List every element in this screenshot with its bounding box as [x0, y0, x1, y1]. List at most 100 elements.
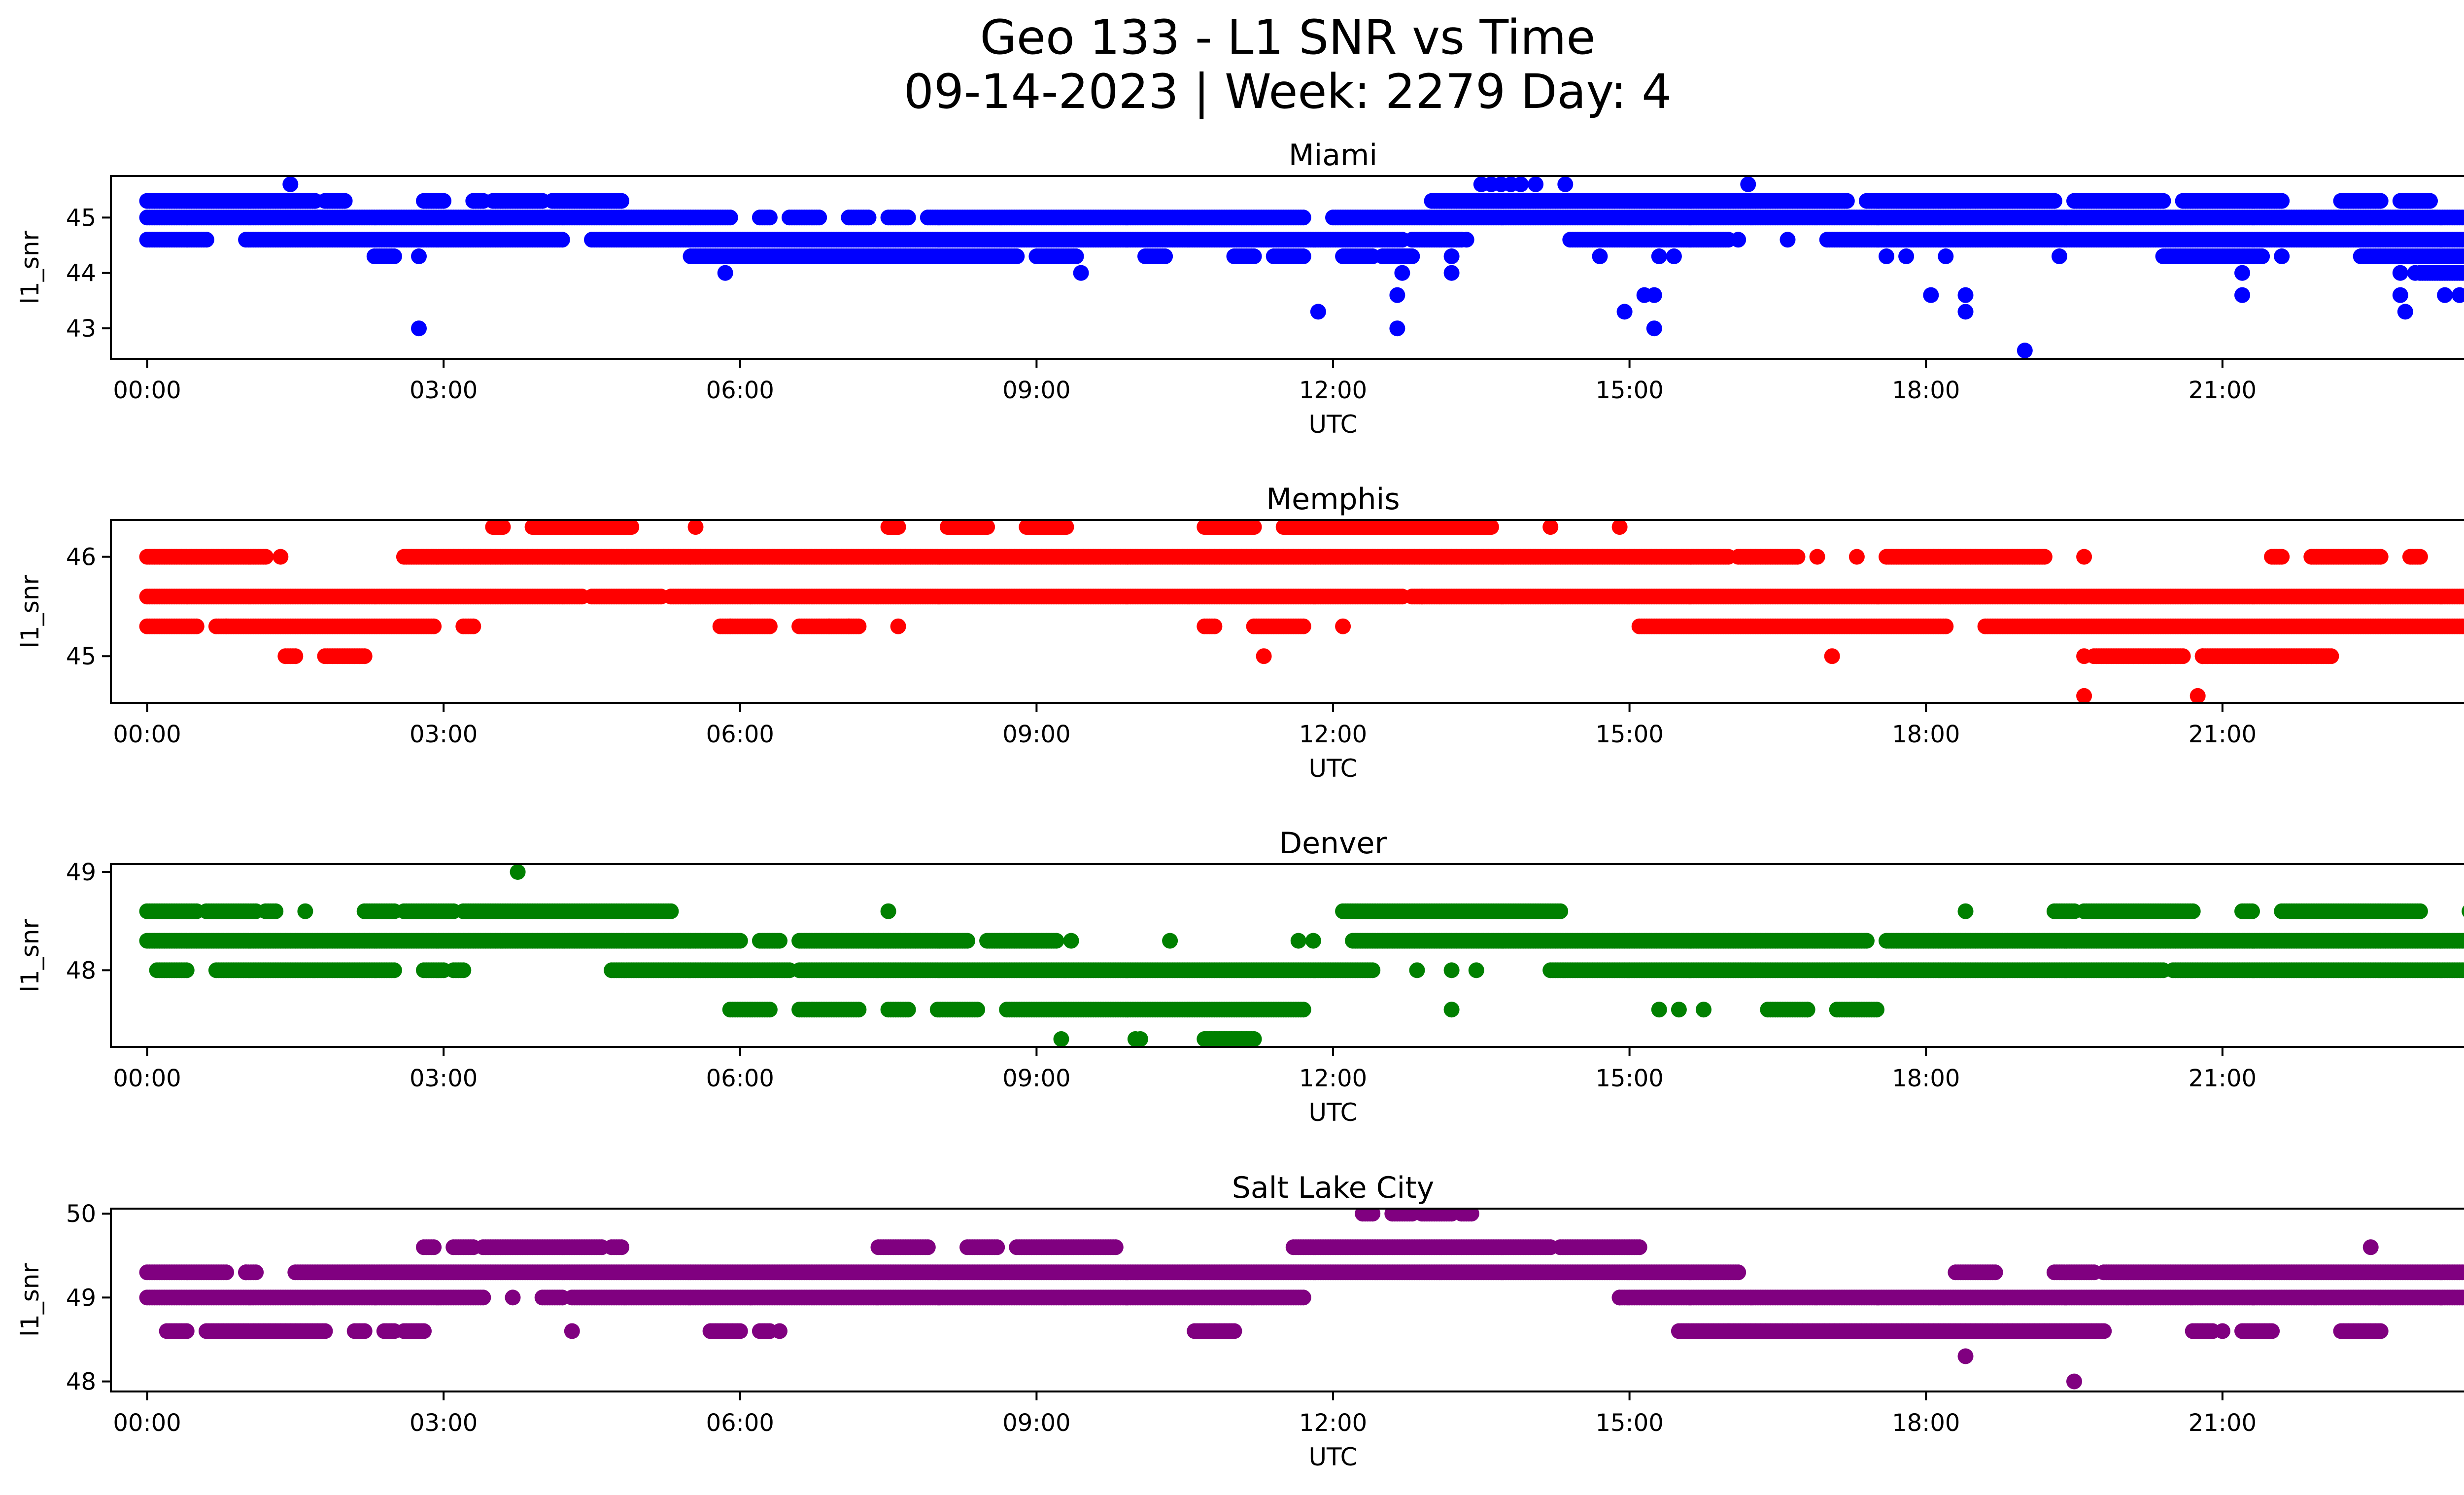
scatter-point [436, 193, 452, 209]
scatter-point [2274, 193, 2290, 209]
scatter-point [761, 209, 778, 226]
scatter-point [2462, 234, 2464, 245]
scatter-point [1483, 520, 1499, 535]
scatter-point [2462, 591, 2464, 602]
scatter-point [337, 193, 353, 209]
x-tick-label: 15:00 [1595, 377, 1663, 404]
scatter-point [188, 618, 205, 634]
scatter-point [890, 520, 906, 535]
scatter-point [1394, 265, 1410, 281]
scatter-point [2234, 265, 2250, 281]
scatter-point [1246, 520, 1262, 535]
x-tick-label: 18:00 [1892, 377, 1960, 404]
scatter-point [495, 520, 511, 535]
scatter-point [2452, 287, 2464, 303]
x-tick-label: 00:00 [113, 377, 181, 404]
scatter-point [1557, 176, 1574, 192]
scatter-point [282, 176, 299, 192]
scatter-point [860, 209, 877, 226]
scatter-point [411, 320, 427, 337]
scatter-point [1879, 248, 1894, 264]
scatter-point [722, 209, 738, 226]
scatter-point [2046, 193, 2062, 209]
scatter-point [386, 248, 402, 264]
x-tick-label: 09:00 [1002, 377, 1070, 404]
x-tick-label: 06:00 [706, 377, 774, 404]
scatter-point [554, 232, 570, 248]
scatter-point [1404, 248, 1420, 264]
scatter-point [1957, 287, 1974, 303]
scatter-point [198, 232, 214, 248]
scatter-point [1740, 176, 1756, 192]
scatter-point [1295, 209, 1311, 226]
scatter-point [614, 193, 630, 209]
scatter-point [717, 265, 733, 281]
scatter-point [1730, 232, 1746, 248]
y-axis-label: l1_snr [16, 231, 44, 304]
scatter-point [2274, 248, 2290, 264]
scatter-point [1068, 248, 1084, 264]
scatter-point [1157, 248, 1173, 264]
scatter-point [1780, 232, 1796, 248]
scatter-point [1206, 618, 1223, 634]
x-tick-label: 03:00 [410, 377, 478, 404]
figure-title: Geo 133 - L1 SNR vs Time [980, 10, 1596, 65]
scatter-point [258, 549, 274, 565]
figure-subtitle: 09-14-2023 | Week: 2279 Day: 4 [903, 64, 1672, 119]
scatter-point [1789, 549, 1806, 565]
scatter-point [761, 618, 778, 634]
scatter-point [1443, 265, 1460, 281]
scatter-point [1646, 287, 1662, 303]
scatter-point [2372, 549, 2389, 565]
scatter-point [811, 209, 827, 226]
scatter-point [1839, 193, 1855, 209]
scatter-point [411, 248, 427, 264]
scatter-point [2462, 211, 2464, 223]
scatter-point [1389, 320, 1405, 337]
scatter-point [1058, 520, 1074, 535]
scatter-point [1592, 248, 1608, 264]
scatter-point [1246, 248, 1262, 264]
scatter-point [1073, 265, 1089, 281]
scatter-point [1646, 320, 1662, 337]
scatter-series-memphis [139, 520, 2464, 703]
scatter-point [2437, 287, 2453, 303]
scatter-point [2274, 549, 2290, 565]
scatter-point [1616, 304, 1633, 320]
x-tick-label: 12:00 [1299, 377, 1367, 404]
y-tick-label: 45 [66, 204, 96, 232]
scatter-point [2407, 265, 2423, 281]
scatter-point [900, 209, 916, 226]
scatter-point [1651, 248, 1667, 264]
y-tick-label: 44 [66, 260, 96, 287]
scatter-point [1513, 176, 1529, 192]
scatter-point [2254, 248, 2270, 264]
scatter-point [1938, 618, 1954, 634]
scatter-point [2392, 287, 2408, 303]
scatter-point [2052, 248, 2067, 264]
scatter-point [1938, 248, 1954, 264]
scatter-point [426, 618, 442, 634]
scatter-point [1389, 287, 1405, 303]
scatter-point [2017, 343, 2033, 359]
scatter-point [1310, 304, 1326, 320]
scatter-point [465, 618, 481, 634]
scatter-point [979, 520, 995, 535]
scatter-point [2372, 193, 2389, 209]
scatter-point [2234, 287, 2250, 303]
scatter-point [2412, 549, 2428, 565]
scatter-point [1458, 232, 1474, 248]
scatter-point [2036, 549, 2053, 565]
x-axis-label: UTC [1308, 410, 1357, 439]
subplot-title: Memphis [1266, 482, 1400, 517]
scatter-point [1528, 176, 1544, 192]
scatter-point [1923, 287, 1939, 303]
scatter-point [1898, 248, 1915, 264]
scatter-point [2155, 193, 2171, 209]
scatter-point [2392, 265, 2408, 281]
scatter-series-miami [139, 176, 2464, 359]
